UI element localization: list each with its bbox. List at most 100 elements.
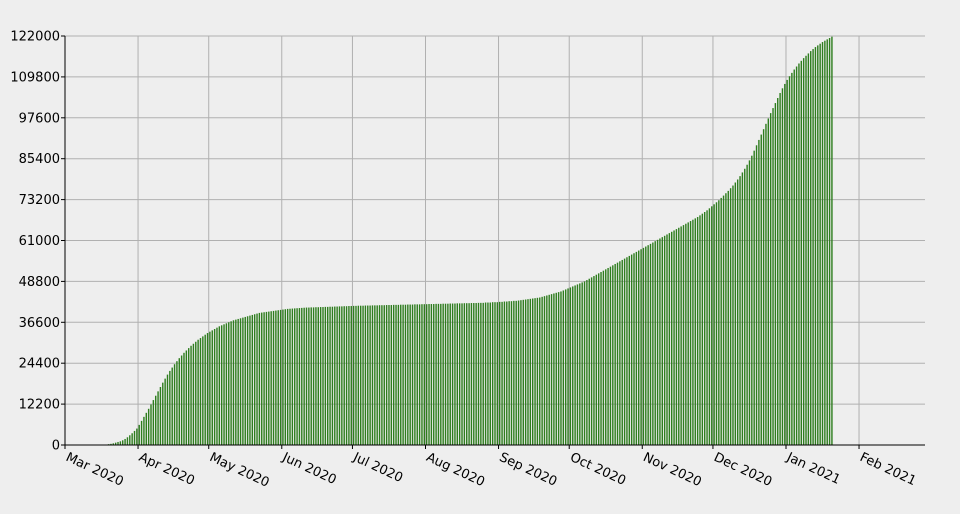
bar <box>240 318 241 445</box>
x-tick-label: Apr 2020 <box>136 450 196 489</box>
bar <box>763 129 764 445</box>
bar <box>202 336 203 445</box>
bar <box>751 156 752 445</box>
bar <box>563 290 564 445</box>
bar <box>659 238 660 445</box>
bar <box>471 303 472 445</box>
bar <box>223 324 224 445</box>
bar <box>171 368 172 445</box>
x-tick-label: Sep 2020 <box>497 450 559 490</box>
bar <box>702 214 703 445</box>
bar <box>603 271 604 445</box>
bar <box>718 200 719 445</box>
bar <box>268 312 269 445</box>
bar <box>280 310 281 445</box>
bar <box>636 252 637 445</box>
bar <box>532 298 533 445</box>
bar <box>725 193 726 445</box>
bar <box>362 306 363 445</box>
bar <box>308 308 309 445</box>
bar <box>388 305 389 445</box>
bar <box>428 304 429 445</box>
bar <box>263 312 264 445</box>
bar <box>475 303 476 445</box>
bar <box>176 361 177 445</box>
bar <box>591 277 592 445</box>
bar <box>414 304 415 445</box>
bar <box>655 241 656 445</box>
bar <box>662 237 663 445</box>
bar <box>358 306 359 445</box>
bar <box>643 248 644 445</box>
bar <box>442 304 443 445</box>
bar <box>235 320 236 445</box>
bar <box>699 215 700 445</box>
bar <box>579 283 580 445</box>
bar <box>431 304 432 445</box>
bar <box>784 84 785 445</box>
bar <box>318 307 319 445</box>
y-tick-label: 61000 <box>19 234 60 249</box>
x-tick-label: Nov 2020 <box>641 450 704 490</box>
bar <box>376 305 377 445</box>
bar <box>447 304 448 445</box>
bar <box>237 319 238 445</box>
bar <box>341 306 342 445</box>
bar <box>325 307 326 445</box>
bar <box>355 306 356 445</box>
bar <box>322 307 323 445</box>
bar <box>511 301 512 445</box>
bar <box>254 314 255 445</box>
bar <box>282 310 283 445</box>
bar <box>626 257 627 445</box>
bar <box>421 304 422 445</box>
bar <box>687 222 688 445</box>
bar <box>256 314 257 445</box>
bar <box>657 240 658 445</box>
bar <box>459 303 460 445</box>
bar <box>296 308 297 445</box>
bar <box>605 269 606 445</box>
bar <box>245 317 246 445</box>
bar <box>589 279 590 445</box>
x-tick-label: Mar 2020 <box>63 450 125 490</box>
bar <box>782 88 783 445</box>
bar <box>584 281 585 445</box>
bar <box>478 303 479 445</box>
bar <box>794 70 795 445</box>
bar <box>525 300 526 445</box>
bar <box>391 305 392 445</box>
bar <box>395 305 396 445</box>
bar <box>704 212 705 445</box>
bar <box>285 309 286 445</box>
bar <box>761 135 762 445</box>
bar <box>214 329 215 445</box>
bar <box>520 300 521 445</box>
bar <box>640 249 641 445</box>
bar <box>393 305 394 445</box>
bar <box>831 37 832 445</box>
bar <box>461 303 462 445</box>
bar <box>164 379 165 445</box>
bar <box>546 295 547 445</box>
bar <box>518 301 519 445</box>
bar <box>732 186 733 445</box>
bar <box>131 433 132 445</box>
bar <box>204 335 205 445</box>
bar <box>332 307 333 445</box>
bar <box>810 51 811 445</box>
bar <box>457 303 458 445</box>
bar <box>228 322 229 445</box>
bar <box>372 305 373 445</box>
bar <box>424 304 425 445</box>
bar <box>577 284 578 445</box>
bar <box>329 307 330 445</box>
bar <box>207 333 208 445</box>
bar <box>127 437 128 445</box>
bar <box>146 413 147 445</box>
x-tick-label: Dec 2020 <box>711 450 774 490</box>
bar <box>402 305 403 445</box>
bar <box>685 224 686 445</box>
bar <box>169 371 170 445</box>
bar <box>556 293 557 445</box>
